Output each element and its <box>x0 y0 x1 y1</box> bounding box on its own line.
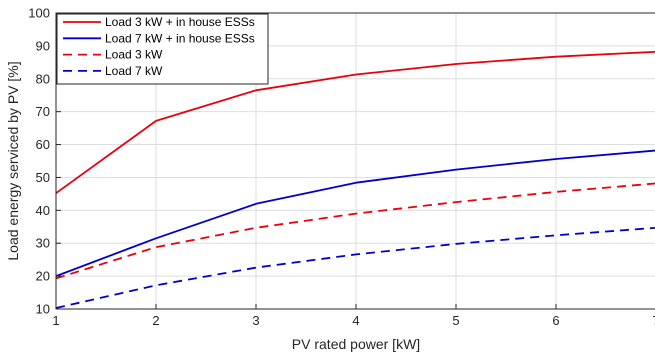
x-tick-labels: 1 2 3 4 5 6 7 <box>52 304 655 328</box>
y-tick-label: 90 <box>36 38 50 53</box>
y-tick-labels: 10 20 30 40 50 60 70 80 90 100 <box>28 6 61 317</box>
series-line-3 <box>55 182 655 280</box>
legend-label-4: Load 7 kW <box>105 64 163 78</box>
series-line-1 <box>55 50 655 194</box>
x-tick-label: 2 <box>152 313 159 328</box>
series-line-2 <box>55 149 655 277</box>
y-tick-label: 100 <box>28 6 50 21</box>
series-line-4 <box>55 226 655 309</box>
y-tick-label: 30 <box>36 236 50 251</box>
x-tick-label: 1 <box>52 313 59 328</box>
series-lines <box>55 50 655 309</box>
y-tick-label: 80 <box>36 71 50 86</box>
y-axis-label: Load energy serviced by PV [%] <box>5 61 21 260</box>
y-tick-label: 70 <box>36 104 50 119</box>
x-axis-label: PV rated power [kW] <box>292 336 420 352</box>
y-tick-label: 20 <box>36 269 50 284</box>
legend-label-3: Load 3 kW <box>105 48 163 62</box>
legend-label-1: Load 3 kW + in house ESSs <box>105 15 255 29</box>
y-tick-label: 60 <box>36 137 50 152</box>
y-tick-label: 40 <box>36 203 50 218</box>
x-tick-label: 3 <box>252 313 259 328</box>
legend-label-2: Load 7 kW + in house ESSs <box>105 31 255 45</box>
x-tick-label: 7 <box>652 313 655 328</box>
x-tick-label: 5 <box>452 313 459 328</box>
legend-box <box>56 13 269 85</box>
legend: Load 3 kW + in house ESSs Load 7 kW + in … <box>56 13 269 85</box>
x-tick-label: 4 <box>352 313 359 328</box>
legend-items: Load 3 kW + in house ESSs Load 7 kW + in … <box>63 15 255 78</box>
y-tick-label: 50 <box>36 170 50 185</box>
y-tick-label: 10 <box>36 302 50 317</box>
x-tick-label: 6 <box>552 313 559 328</box>
